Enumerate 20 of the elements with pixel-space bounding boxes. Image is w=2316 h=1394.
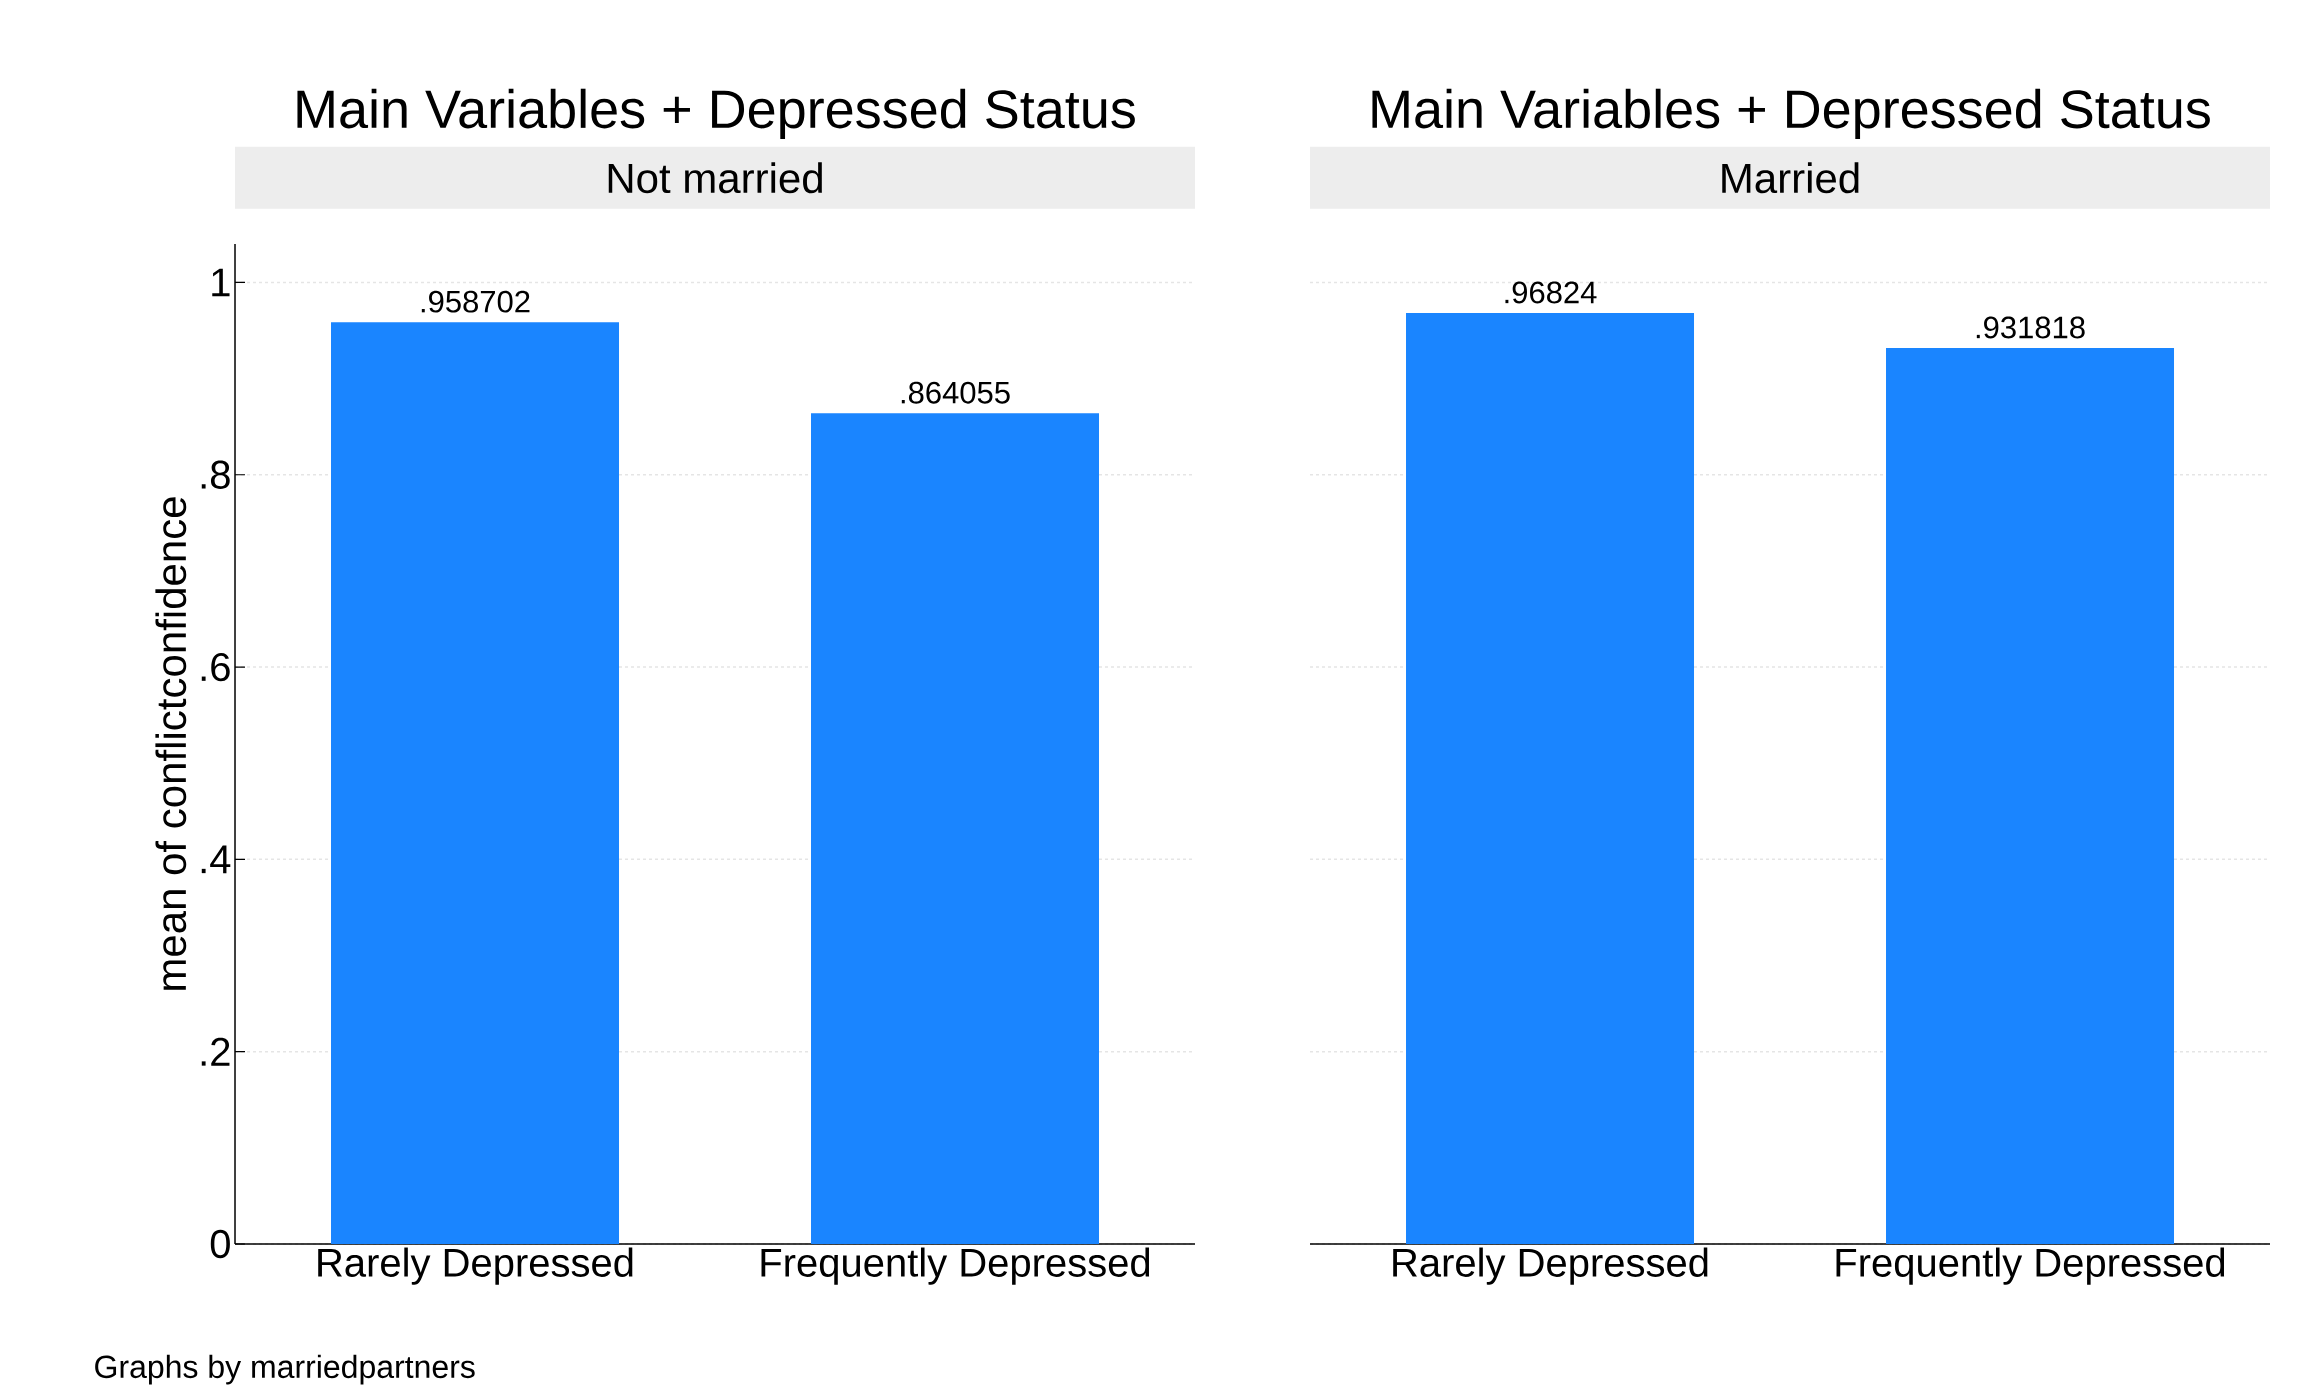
data-label: .931818: [1976, 316, 2085, 339]
chart-subtitle: Not married: [608, 162, 822, 194]
y-tick-label: .4: [201, 845, 231, 874]
x-tick-label: Rarely Depressed: [1393, 1247, 1708, 1285]
data-label: .958702: [421, 290, 530, 313]
y-tick-label: .8: [201, 460, 230, 489]
y-tick-label: .2: [201, 1037, 230, 1066]
y-tick-label: 0: [210, 1229, 230, 1259]
y-axis-title: mean of conflictconfidence: [155, 497, 187, 990]
data-label: .864055: [901, 381, 1010, 404]
x-tick-label: Frequently Depressed: [761, 1247, 1150, 1285]
chart-title: Main Variables + Depressed Status: [1372, 88, 2210, 140]
text: Graphs by marriedpartners: [95, 1354, 475, 1385]
x-tick-label: Rarely Depressed: [318, 1247, 633, 1285]
y-tick-label: 1: [212, 268, 230, 297]
x-tick-label: Frequently Depressed: [1836, 1247, 2225, 1285]
data-label: .96824: [1505, 281, 1597, 304]
chart-subtitle: Married: [1722, 162, 1859, 194]
chart-title: Main Variables + Depressed Status: [297, 88, 1135, 140]
y-tick-label: .6: [201, 652, 230, 682]
